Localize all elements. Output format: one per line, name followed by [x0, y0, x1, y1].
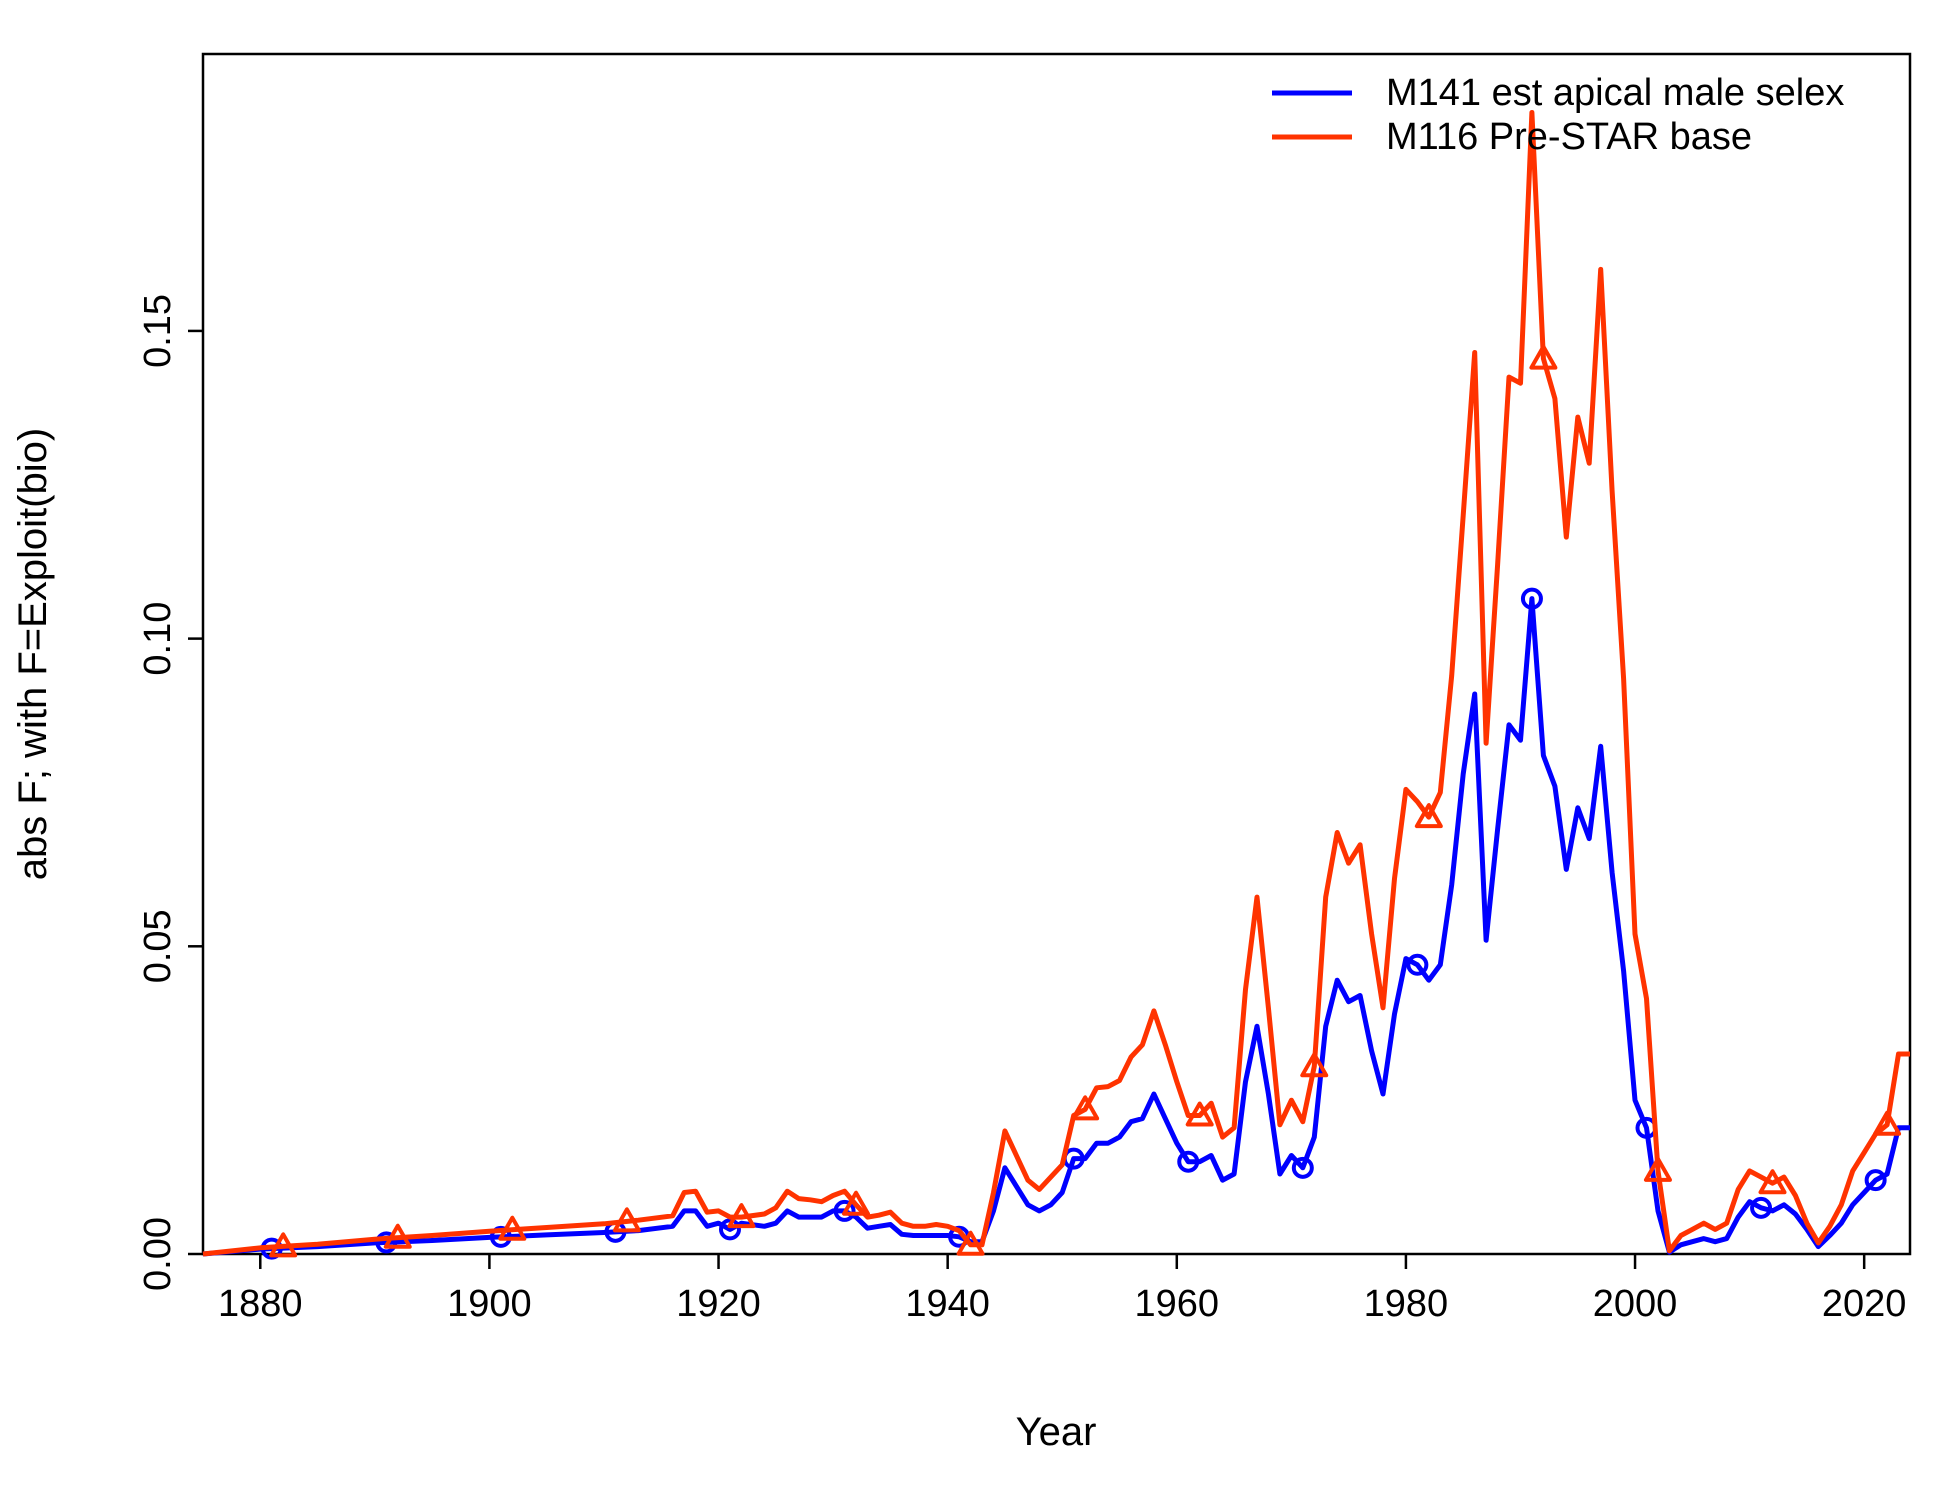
x-tick-label: 1960: [1135, 1283, 1220, 1325]
y-tick-label: 0.15: [137, 294, 179, 368]
x-axis: 1880 1900 1920 1940 1960 1980 2000 2020: [218, 1254, 1906, 1325]
data-point-circle: [1406, 953, 1429, 976]
x-tick-label: 1980: [1364, 1283, 1449, 1325]
data-point-circle: [1291, 1156, 1314, 1179]
series-line-1: [202, 110, 1910, 1257]
y-tick-label: 0.05: [137, 909, 179, 983]
plot-frame: [201, 52, 1912, 1256]
data-point-triangle: [842, 1190, 871, 1216]
y-axis-title: abs F; with F=Exploit(bio): [11, 428, 55, 880]
series-layer: [202, 110, 1910, 1260]
data-point-triangle: [1529, 344, 1558, 370]
x-tick-label: 1900: [447, 1283, 532, 1325]
data-point-triangle: [1873, 1110, 1902, 1136]
x-tick-label: 2000: [1593, 1283, 1678, 1325]
y-tick-label: 0.10: [137, 602, 179, 676]
x-axis-title: Year: [1016, 1410, 1097, 1454]
data-point-circle: [375, 1231, 398, 1254]
series-line-0: [202, 596, 1910, 1257]
data-point-triangle: [1643, 1156, 1672, 1182]
data-point-circle: [1864, 1169, 1887, 1192]
data-point-triangle: [1758, 1169, 1787, 1195]
x-tick-label: 1880: [218, 1283, 303, 1325]
data-point-triangle: [727, 1203, 756, 1229]
data-point-circle: [1520, 587, 1543, 610]
x-tick-label: 1940: [905, 1283, 990, 1325]
data-point-triangle: [1414, 803, 1443, 829]
y-tick-label: 0.00: [137, 1217, 179, 1291]
legend-label: M116 Pre-STAR base: [1386, 116, 1752, 158]
data-point-circle: [1750, 1196, 1773, 1219]
data-point-circle: [833, 1199, 856, 1222]
data-point-triangle: [383, 1223, 412, 1249]
x-tick-label: 1920: [676, 1283, 761, 1325]
data-point-triangle: [269, 1232, 298, 1258]
data-point-triangle: [1071, 1095, 1100, 1121]
data-point-triangle: [612, 1207, 641, 1233]
data-point-triangle: [956, 1230, 985, 1256]
x-tick-label: 2020: [1822, 1283, 1907, 1325]
data-point-triangle: [498, 1215, 527, 1241]
y-axis: 0.00 0.05 0.10 0.15: [137, 294, 203, 1291]
data-point-circle: [718, 1218, 741, 1241]
data-point-triangle: [1185, 1101, 1214, 1127]
data-point-triangle: [1300, 1052, 1329, 1078]
legend-label: M141 est apical male selex: [1386, 72, 1844, 114]
data-point-circle: [1177, 1150, 1200, 1173]
